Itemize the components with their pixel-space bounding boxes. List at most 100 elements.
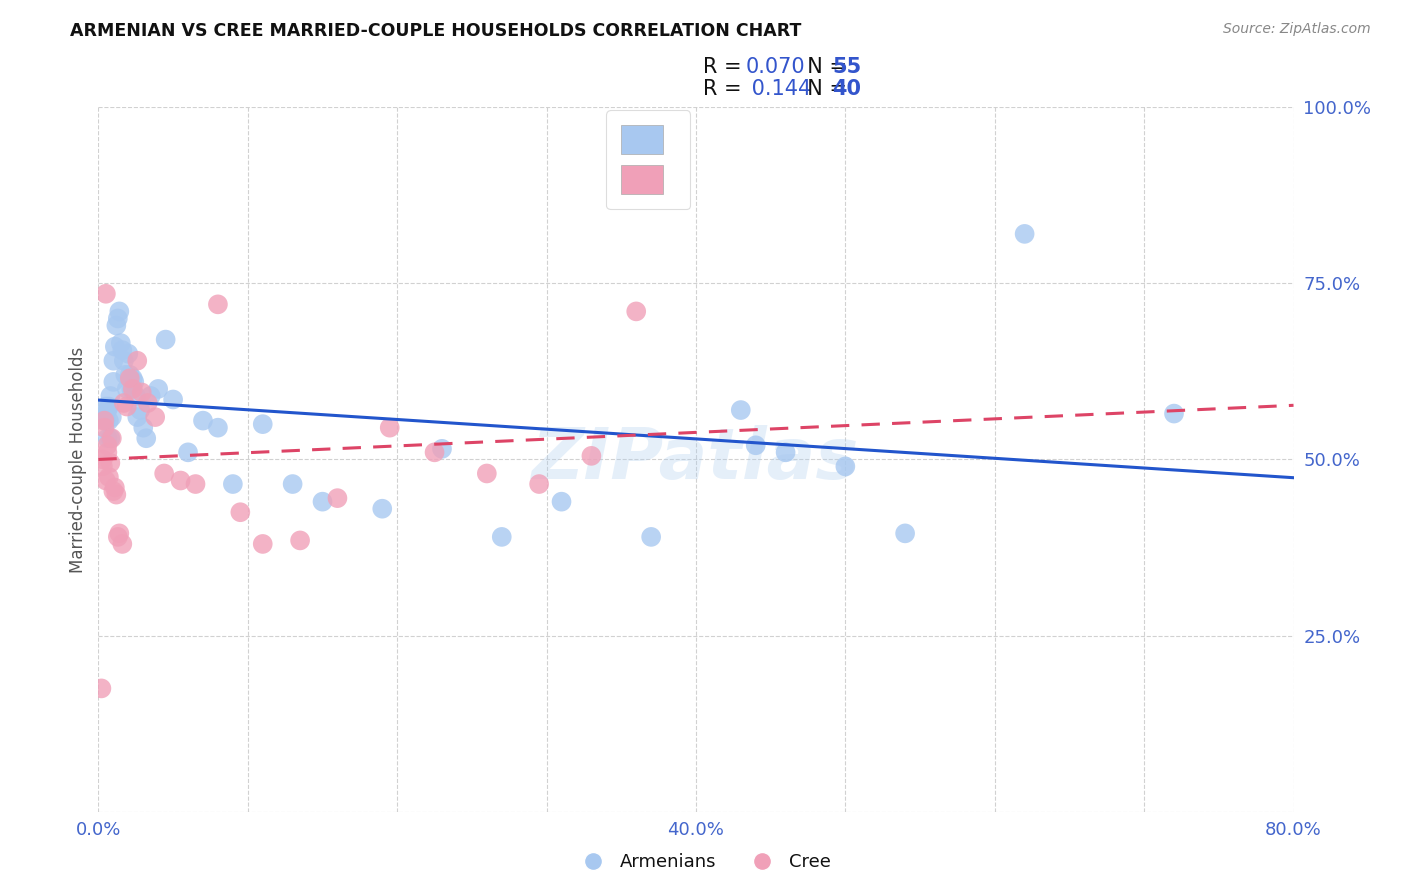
Point (550, 494, 572, 508)
Point (288, 533, 311, 548)
Point (132, 420, 155, 434)
Point (252, 537, 274, 551)
Point (311, 494, 333, 508)
Point (101, 431, 124, 445)
Point (118, 371, 141, 385)
Point (430, 442, 453, 456)
Point (112, 396, 135, 410)
Legend: Armenians, Cree: Armenians, Cree (568, 847, 838, 879)
Point (97, 414, 120, 428)
Point (91, 410, 114, 425)
Text: 0.144: 0.144 (745, 79, 811, 99)
Point (834, 459, 856, 474)
Point (1014, 227, 1036, 241)
Point (162, 392, 184, 407)
Point (97, 470, 120, 484)
Point (108, 304, 131, 318)
Point (135, 431, 157, 445)
Text: ARMENIAN VS CREE MARRIED-COUPLE HOUSEHOLDS CORRELATION CHART: ARMENIAN VS CREE MARRIED-COUPLE HOUSEHOL… (70, 22, 801, 40)
Point (423, 445, 446, 459)
Point (127, 410, 149, 425)
Point (96, 445, 118, 459)
Point (730, 403, 752, 417)
Point (191, 414, 214, 428)
Y-axis label: Married-couple Households: Married-couple Households (69, 346, 87, 573)
Point (124, 375, 146, 389)
Point (207, 297, 229, 311)
Text: N =: N = (794, 57, 853, 77)
Point (94, 400, 117, 414)
Point (121, 382, 143, 396)
Point (169, 474, 191, 488)
Text: R =: R = (703, 57, 748, 77)
Point (745, 438, 768, 452)
Point (96, 403, 118, 417)
Point (104, 481, 127, 495)
Point (153, 467, 176, 481)
Point (110, 336, 132, 351)
Point (155, 333, 177, 347)
Text: Source: ZipAtlas.com: Source: ZipAtlas.com (1223, 22, 1371, 37)
Point (139, 389, 162, 403)
Point (371, 501, 394, 516)
Point (378, 420, 401, 434)
Point (143, 410, 166, 425)
Point (107, 311, 129, 326)
Point (112, 353, 135, 368)
Point (105, 487, 128, 501)
Point (207, 420, 229, 434)
Point (177, 445, 200, 459)
Point (118, 368, 141, 382)
Point (121, 371, 143, 385)
Point (640, 530, 662, 544)
Legend: , : , (606, 111, 690, 209)
Point (103, 484, 125, 499)
Point (105, 318, 128, 333)
Point (114, 368, 136, 382)
Point (97, 400, 120, 414)
Point (93, 414, 115, 428)
Point (127, 353, 149, 368)
Point (94, 414, 117, 428)
Point (229, 505, 252, 519)
Point (98, 389, 122, 403)
Point (120, 382, 142, 396)
Point (326, 491, 349, 505)
Point (184, 477, 207, 491)
Point (125, 389, 148, 403)
Point (93, 420, 115, 434)
Text: ZIPatlas: ZIPatlas (533, 425, 859, 494)
Point (252, 417, 274, 431)
Text: N =: N = (794, 79, 853, 99)
Point (111, 343, 134, 358)
Point (96, 438, 118, 452)
Point (94, 286, 117, 301)
Point (626, 304, 648, 318)
Point (131, 385, 153, 400)
Point (475, 467, 498, 481)
Point (281, 477, 304, 491)
Point (98, 431, 122, 445)
Point (101, 410, 124, 425)
Point (148, 382, 170, 396)
Point (94, 474, 117, 488)
Point (117, 346, 139, 360)
Point (91, 452, 114, 467)
Text: 40: 40 (832, 79, 862, 99)
Point (894, 526, 917, 541)
Point (222, 477, 245, 491)
Point (136, 396, 159, 410)
Point (581, 449, 603, 463)
Point (93, 414, 115, 428)
Point (107, 530, 129, 544)
Text: 55: 55 (832, 57, 862, 77)
Point (1163, 407, 1185, 421)
Point (103, 353, 125, 368)
Point (129, 403, 152, 417)
Point (775, 445, 797, 459)
Point (527, 477, 550, 491)
Point (111, 537, 134, 551)
Point (103, 375, 125, 389)
Point (108, 526, 131, 541)
Point (115, 382, 138, 396)
